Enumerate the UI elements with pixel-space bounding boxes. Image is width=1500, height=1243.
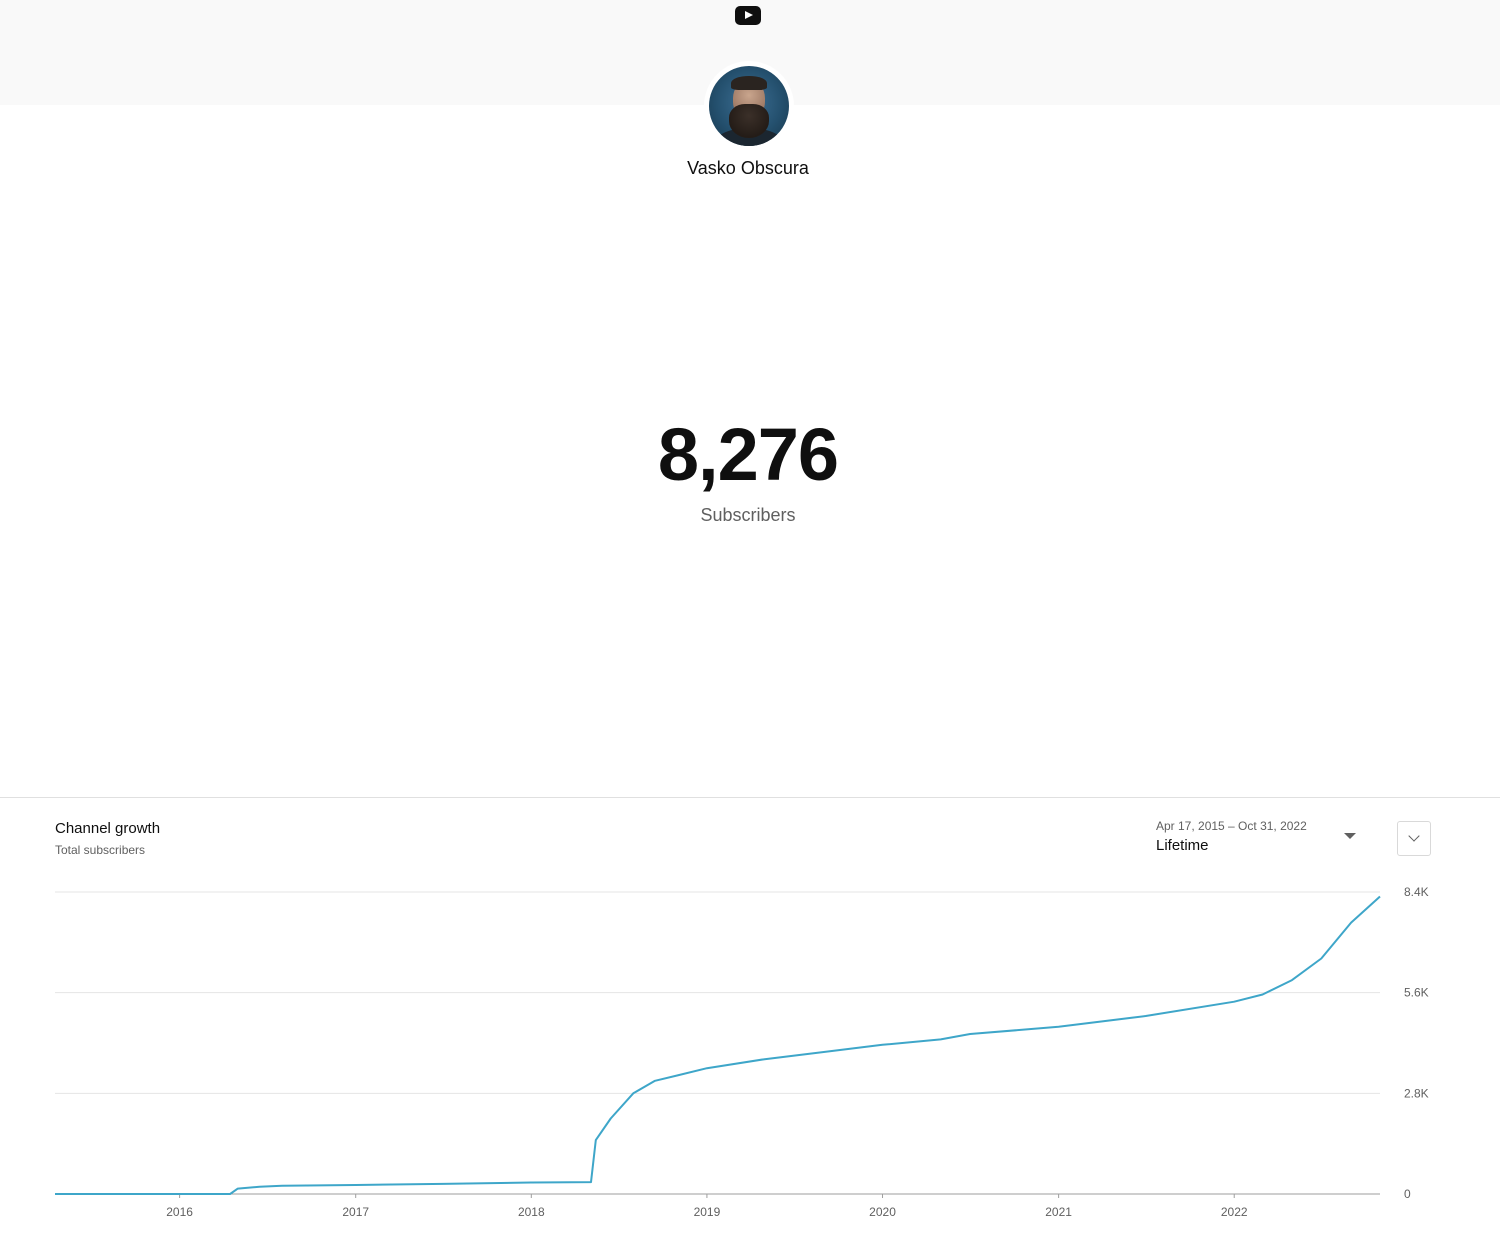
subscriber-label: Subscribers xyxy=(700,505,796,525)
x-tick-label: 2021 xyxy=(1045,1205,1072,1219)
series-line xyxy=(55,895,1381,1195)
x-tick-label: 2016 xyxy=(166,1205,193,1219)
x-tick-label: 2022 xyxy=(1221,1205,1248,1219)
y-tick-label: 2.8K xyxy=(1404,1086,1429,1100)
chart-section-subtitle: Total subscribers xyxy=(55,843,146,857)
x-tick-label: 2020 xyxy=(869,1205,896,1219)
expand-chart-button[interactable] xyxy=(1397,821,1431,856)
y-tick-label: 0 xyxy=(1404,1187,1411,1201)
subscriber-count: 8,276 xyxy=(657,413,839,496)
youtube-logo-icon[interactable] xyxy=(735,6,761,25)
y-tick-label: 8.4K xyxy=(1404,885,1429,899)
avatar xyxy=(704,61,794,151)
channel-name: Vasko Obscura xyxy=(687,158,809,178)
y-tick-label: 5.6K xyxy=(1404,986,1429,1000)
subscriber-growth-chart: 0 2.8K 5.6K 8.4K 2016 2017 2018 2019 2020 2021 202… xyxy=(55,885,1429,1219)
chevron-down-icon xyxy=(1408,830,1420,842)
date-range-label: Lifetime xyxy=(1156,837,1209,854)
date-range-dropdown[interactable]: Apr 17, 2015 – Oct 31, 2022 Lifetime xyxy=(1156,816,1368,860)
x-tick-label: 2019 xyxy=(694,1205,721,1219)
section-divider xyxy=(0,797,1500,798)
x-tick-label: 2018 xyxy=(518,1205,545,1219)
channel-avatar xyxy=(709,66,789,146)
chart-section-title: Channel growth xyxy=(55,820,161,837)
x-tick-label: 2017 xyxy=(342,1205,369,1219)
dropdown-arrow-icon xyxy=(1344,833,1356,839)
date-range-dates: Apr 17, 2015 – Oct 31, 2022 xyxy=(1156,819,1307,833)
